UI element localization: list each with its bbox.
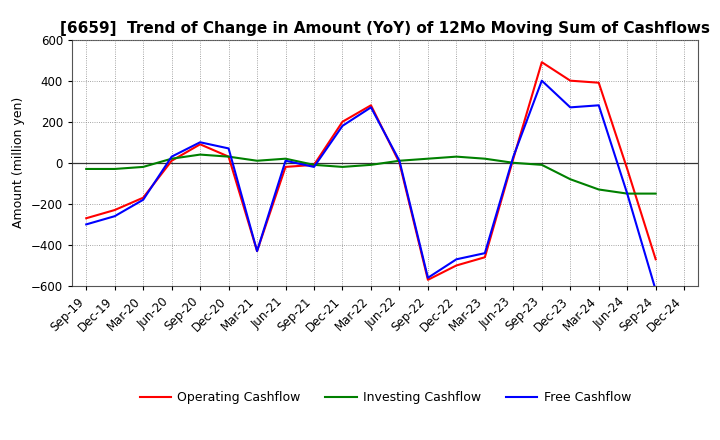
Free Cashflow — [366, 105, 375, 110]
Operating Cashflow — [253, 249, 261, 254]
Operating Cashflow — [139, 195, 148, 200]
Free Cashflow — [652, 287, 660, 293]
Free Cashflow — [139, 197, 148, 202]
Free Cashflow — [253, 249, 261, 254]
Investing Cashflow — [652, 191, 660, 196]
Investing Cashflow — [196, 152, 204, 157]
Operating Cashflow — [225, 154, 233, 159]
Operating Cashflow — [566, 78, 575, 83]
Investing Cashflow — [595, 187, 603, 192]
Legend: Operating Cashflow, Investing Cashflow, Free Cashflow: Operating Cashflow, Investing Cashflow, … — [135, 386, 636, 409]
Operating Cashflow — [623, 166, 631, 172]
Free Cashflow — [395, 158, 404, 163]
Free Cashflow — [338, 123, 347, 128]
Free Cashflow — [509, 154, 518, 159]
Free Cashflow — [566, 105, 575, 110]
Investing Cashflow — [139, 164, 148, 169]
Investing Cashflow — [537, 162, 546, 168]
Investing Cashflow — [110, 166, 119, 172]
Operating Cashflow — [537, 59, 546, 65]
Operating Cashflow — [480, 255, 489, 260]
Investing Cashflow — [480, 156, 489, 161]
Free Cashflow — [196, 139, 204, 145]
Investing Cashflow — [310, 162, 318, 168]
Free Cashflow — [310, 164, 318, 169]
Title: [6659]  Trend of Change in Amount (YoY) of 12Mo Moving Sum of Cashflows: [6659] Trend of Change in Amount (YoY) o… — [60, 21, 710, 36]
Free Cashflow — [452, 257, 461, 262]
Investing Cashflow — [282, 156, 290, 161]
Investing Cashflow — [225, 154, 233, 159]
Investing Cashflow — [395, 158, 404, 163]
Operating Cashflow — [366, 103, 375, 108]
Investing Cashflow — [82, 166, 91, 172]
Free Cashflow — [82, 222, 91, 227]
Line: Investing Cashflow: Investing Cashflow — [86, 154, 656, 194]
Free Cashflow — [167, 154, 176, 159]
Operating Cashflow — [423, 277, 432, 282]
Free Cashflow — [595, 103, 603, 108]
Investing Cashflow — [423, 156, 432, 161]
Investing Cashflow — [366, 162, 375, 168]
Operating Cashflow — [652, 257, 660, 262]
Operating Cashflow — [310, 162, 318, 168]
Free Cashflow — [623, 191, 631, 196]
Operating Cashflow — [196, 142, 204, 147]
Free Cashflow — [480, 250, 489, 256]
Investing Cashflow — [253, 158, 261, 163]
Investing Cashflow — [167, 156, 176, 161]
Investing Cashflow — [338, 164, 347, 169]
Operating Cashflow — [595, 80, 603, 85]
Y-axis label: Amount (million yen): Amount (million yen) — [12, 97, 25, 228]
Operating Cashflow — [282, 164, 290, 169]
Line: Operating Cashflow: Operating Cashflow — [86, 62, 656, 280]
Operating Cashflow — [82, 216, 91, 221]
Free Cashflow — [537, 78, 546, 83]
Free Cashflow — [282, 158, 290, 163]
Investing Cashflow — [452, 154, 461, 159]
Operating Cashflow — [452, 263, 461, 268]
Investing Cashflow — [566, 176, 575, 182]
Free Cashflow — [423, 275, 432, 280]
Free Cashflow — [225, 146, 233, 151]
Operating Cashflow — [167, 158, 176, 163]
Investing Cashflow — [509, 160, 518, 165]
Free Cashflow — [110, 213, 119, 219]
Line: Free Cashflow: Free Cashflow — [86, 81, 656, 290]
Operating Cashflow — [509, 156, 518, 161]
Operating Cashflow — [395, 160, 404, 165]
Operating Cashflow — [110, 207, 119, 213]
Operating Cashflow — [338, 119, 347, 125]
Investing Cashflow — [623, 191, 631, 196]
